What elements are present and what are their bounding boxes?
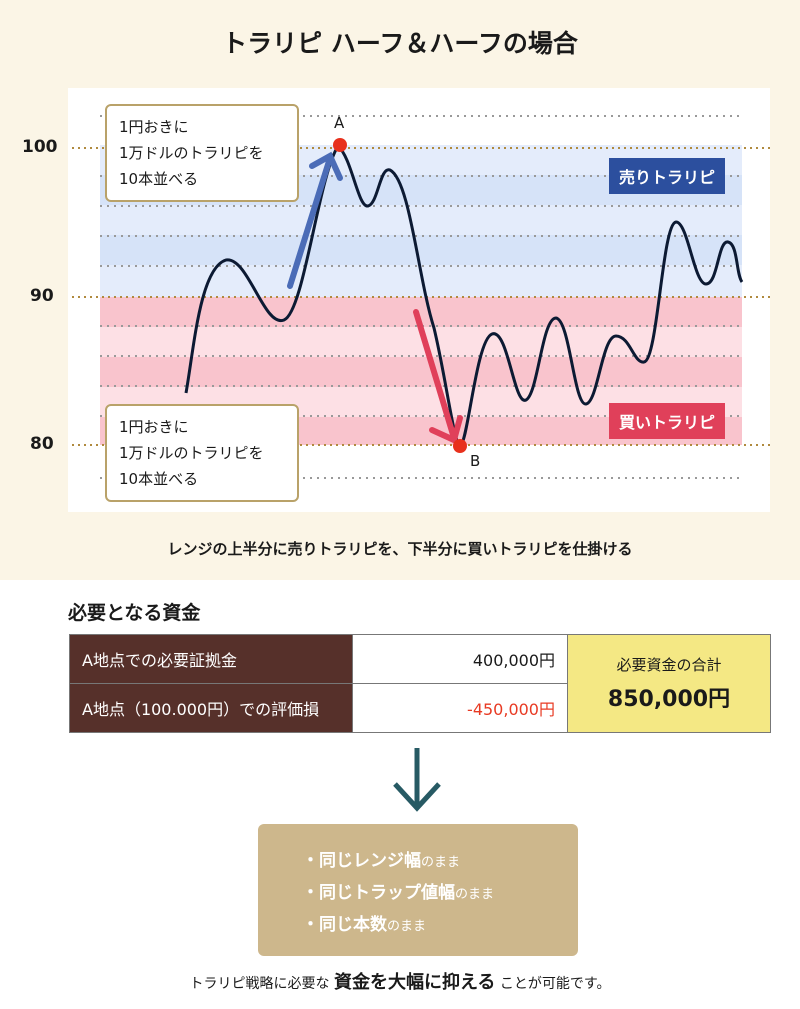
y-tick-90: 90 <box>30 286 54 306</box>
callout-line: 1円おきに <box>119 118 189 136</box>
list-item: ・同じレンジ幅のまま <box>302 846 578 878</box>
sell-band <box>100 235 742 265</box>
row1-value: 400,000円 <box>352 634 568 684</box>
callout-line: 1万ドルのトラリピを <box>119 144 264 162</box>
table-row: A地点での必要証拠金 400,000円 必要資金の合計 850,000円 <box>69 634 771 733</box>
callout-line: 1万ドルのトラリピを <box>119 444 264 462</box>
section-title: 必要となる資金 <box>68 602 201 624</box>
row2-label: A地点（100.000円）での評価損 <box>69 683 353 733</box>
y-tick-100: 100 <box>22 137 58 157</box>
list-item: ・同じトラップ値幅のまま <box>302 878 578 910</box>
bullet-icon: ・ <box>302 851 319 871</box>
sell-tag: 売りトラリピ <box>609 158 726 194</box>
total-value: 850,000円 <box>607 687 731 712</box>
conclusion-text: トラリピ戦略に必要な 資金を大幅に抑える ことが可能です。 <box>0 968 800 994</box>
row2-value: -450,000円 <box>352 683 568 733</box>
condition-main: 同じレンジ幅 <box>319 851 421 871</box>
down-arrow-icon <box>389 748 445 816</box>
point-b-label: B <box>470 452 481 470</box>
y-tick-80: 80 <box>30 434 54 454</box>
condition-main: 同じ本数 <box>319 915 387 935</box>
condition-suffix: のまま <box>387 919 427 934</box>
buy-tag: 買いトラリピ <box>609 403 726 439</box>
page-title: トラリピ ハーフ＆ハーフの場合 <box>222 29 578 58</box>
list-item: ・同じ本数のまま <box>302 910 578 942</box>
major-grid-lines <box>0 147 770 446</box>
callout-line: 1円おきに <box>119 418 189 436</box>
total-label: 必要資金の合計 <box>616 656 722 674</box>
callout-line: 10本並べる <box>119 170 199 188</box>
point-b-marker <box>453 439 467 453</box>
down-arrow-icon <box>413 309 463 445</box>
row1-label: A地点での必要証拠金 <box>69 634 353 684</box>
up-arrow-icon <box>287 151 343 289</box>
total-cell: 必要資金の合計 850,000円 <box>567 634 771 733</box>
cost-table: A地点での必要証拠金 400,000円 必要資金の合計 850,000円 A地点… <box>69 634 771 733</box>
bullet-icon: ・ <box>302 883 319 903</box>
condition-suffix: のまま <box>421 855 461 870</box>
conclusion-post: ことが可能です。 <box>495 976 611 992</box>
chart-caption: レンジの上半分に売りトラリピを、下半分に買いトラリピを仕掛ける <box>167 540 633 558</box>
point-a-label: A <box>334 114 345 132</box>
condition-main: 同じトラップ値幅 <box>319 883 455 903</box>
sell-band <box>100 205 742 235</box>
bullet-icon: ・ <box>302 915 319 935</box>
buy-callout: 1円おきに 1万ドルのトラリピを 10本並べる <box>105 404 299 502</box>
buy-band <box>100 357 742 387</box>
condition-suffix: のまま <box>455 887 495 902</box>
point-a-marker <box>333 138 347 152</box>
conditions-box: ・同じレンジ幅のまま ・同じトラップ値幅のまま ・同じ本数のまま <box>258 824 578 956</box>
conclusion-pre: トラリピ戦略に必要な <box>189 976 334 992</box>
sell-callout: 1円おきに 1万ドルのトラリピを 10本並べる <box>105 104 299 202</box>
price-line <box>184 143 744 448</box>
conclusion-emphasis: 資金を大幅に抑える <box>333 972 496 993</box>
callout-line: 10本並べる <box>119 470 199 488</box>
table-row: A地点（100.000円）での評価損 -450,000円 <box>69 683 771 733</box>
